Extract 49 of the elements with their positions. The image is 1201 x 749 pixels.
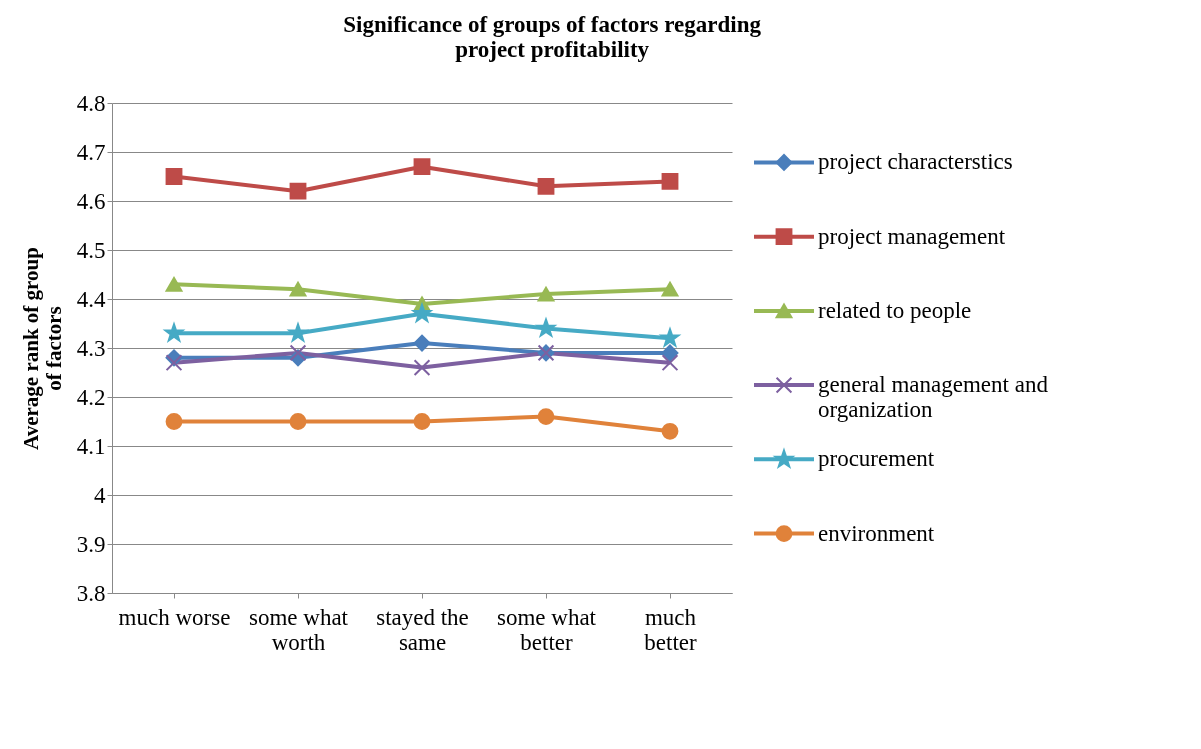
point — [289, 344, 307, 362]
x-tick-label: some what better — [496, 604, 597, 655]
y-tick-label: 4.1 — [76, 433, 106, 459]
legend-label: general management and organization — [818, 372, 1049, 423]
point — [289, 182, 307, 200]
y-tick-label: 4.5 — [76, 237, 106, 263]
y-tick-label: 4.3 — [76, 335, 106, 361]
point — [661, 281, 679, 297]
point — [413, 334, 431, 352]
x-tick-label: some what worth — [248, 604, 349, 655]
y-tick-label: 4.8 — [76, 90, 106, 116]
legend-label: environment — [818, 520, 935, 546]
point — [661, 172, 679, 190]
x-tick-label: much better — [644, 604, 698, 655]
point — [537, 408, 555, 425]
point — [410, 302, 434, 324]
point — [413, 158, 431, 176]
legend-label: related to people — [818, 297, 972, 323]
point — [413, 359, 431, 377]
point — [661, 422, 679, 440]
y-tick-label: 4 — [94, 482, 106, 508]
y-tick-label: 4.6 — [76, 188, 106, 214]
y-tick-label: 4.7 — [76, 139, 106, 165]
point — [658, 326, 682, 348]
point — [289, 413, 307, 430]
legend-label: project management — [818, 223, 1006, 249]
y-tick-label: 3.9 — [76, 531, 106, 557]
point — [661, 344, 679, 362]
y-tick-label: 3.8 — [76, 580, 106, 606]
point — [165, 354, 183, 372]
y-axis-title: Average rank of group of factors — [18, 247, 66, 450]
y-tick-label: 4.4 — [76, 286, 106, 312]
point — [537, 177, 555, 195]
point — [289, 281, 307, 297]
point — [413, 413, 431, 430]
y-tick-label: 4.2 — [76, 384, 106, 410]
x-tick-label: stayed the same — [376, 604, 469, 655]
point — [286, 321, 309, 343]
chart-title: Significance of groups of factors regarding project profitability — [343, 12, 762, 62]
point — [165, 413, 183, 430]
point — [162, 321, 186, 343]
legend-label: project characterstics — [818, 149, 1013, 175]
point — [165, 168, 183, 185]
x-tick-label: much worse — [118, 604, 231, 630]
point — [537, 286, 555, 302]
legend-label: procurement — [818, 446, 935, 472]
point — [534, 316, 558, 338]
point — [661, 354, 679, 372]
point — [165, 276, 183, 292]
